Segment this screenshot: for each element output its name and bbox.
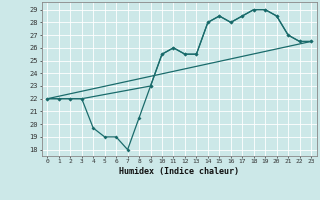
X-axis label: Humidex (Indice chaleur): Humidex (Indice chaleur) <box>119 167 239 176</box>
